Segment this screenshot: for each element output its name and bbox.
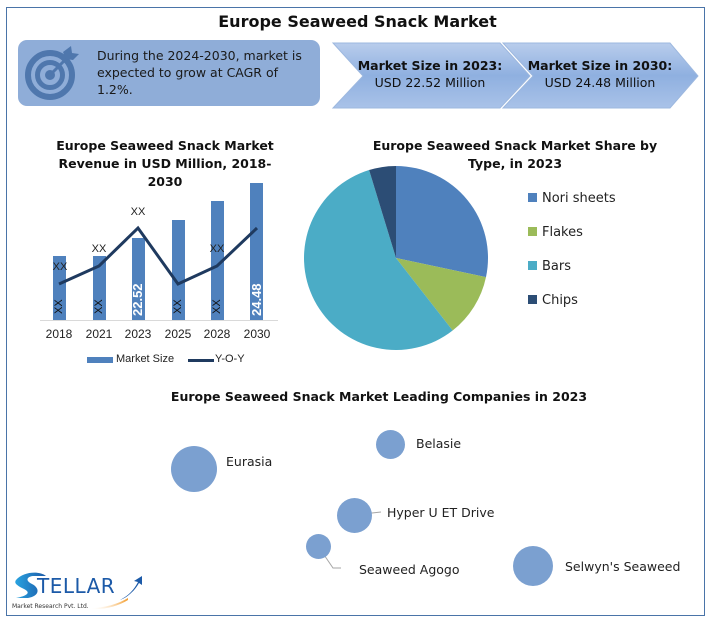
cagr-text: During the 2024-2030, market is expected… xyxy=(97,48,302,97)
bar-2023 xyxy=(132,238,145,320)
market-size-2023-value: USD 22.52 Million xyxy=(374,75,486,90)
company-label-selwyns-seaweed: Selwyn's Seaweed xyxy=(565,559,681,574)
logo-brand: TELLAR xyxy=(37,574,116,598)
legend-swatch-market-size xyxy=(87,357,113,363)
target-arrow-icon xyxy=(23,44,81,102)
page-title: Europe Seaweed Snack Market xyxy=(218,12,497,31)
legend-label-market-size: Market Size xyxy=(116,353,175,365)
bar-chart-title-line: Europe Seaweed Snack Market xyxy=(56,138,274,153)
x-tick-2025: 2025 xyxy=(164,327,192,341)
swatch-bars xyxy=(528,261,537,270)
infographic-frame xyxy=(6,7,705,616)
pie-slice-flakes xyxy=(396,258,486,331)
yoy-label-2023: XX xyxy=(130,206,146,218)
swatch-flakes xyxy=(528,227,537,236)
x-tick-2021: 2021 xyxy=(85,327,113,341)
legend-swatch-yoy xyxy=(188,359,214,362)
pie-legend-item-chips: Chips xyxy=(528,292,616,310)
market-size-chevrons xyxy=(331,42,699,109)
x-tick-2023: 2023 xyxy=(124,327,152,341)
swatch-chips xyxy=(528,295,537,304)
pie-slice-nori-sheets xyxy=(396,166,489,278)
bubble-eurasia xyxy=(171,446,217,492)
pie-legend: Nori sheets Flakes Bars Chips xyxy=(528,190,616,310)
company-label-belasie: Belasie xyxy=(416,436,462,451)
pie-slice-chips xyxy=(369,166,396,258)
bar-2018 xyxy=(53,256,66,320)
bubble-hyper-u-et-drive xyxy=(337,498,372,533)
bar-chart-title-line: 2030 xyxy=(147,174,183,189)
company-label-eurasia: Eurasia xyxy=(226,454,273,469)
pie-legend-label: Nori sheets xyxy=(542,191,616,206)
company-label-hyper-u-et-drive: Hyper U ET Drive xyxy=(387,505,495,520)
pie-chart-title-line: Europe Seaweed Snack Market Share by xyxy=(372,138,658,153)
bar-2030 xyxy=(250,183,263,320)
pie-chart-title: Europe Seaweed Snack Market Share by Typ… xyxy=(370,137,660,173)
pie-legend-label: Flakes xyxy=(542,225,583,240)
company-label-seaweed-agogo: Seaweed Agogo xyxy=(359,562,460,577)
yoy-label-2021: XX xyxy=(91,243,107,255)
x-tick-2018: 2018 xyxy=(45,327,73,341)
legend-label-yoy: Y-O-Y xyxy=(215,353,245,365)
type-share-pie-chart xyxy=(304,166,489,350)
x-tick-2028: 2028 xyxy=(203,327,231,341)
market-size-2023: Market Size in 2023: USD 22.52 Million xyxy=(350,57,510,91)
logo-tagline: Market Research Pvt. Ltd. xyxy=(12,603,89,610)
pie-legend-label: Chips xyxy=(542,293,578,308)
pie-legend-item-flakes: Flakes xyxy=(528,224,616,242)
stellar-logo: TELLAR Market Research Pvt. Ltd. xyxy=(10,568,150,614)
bubble-belasie xyxy=(376,430,405,459)
pie-legend-item-nori-sheets: Nori sheets xyxy=(528,190,616,208)
market-size-2023-label: Market Size in 2023: xyxy=(357,58,503,73)
bubble-seaweed-agogo xyxy=(306,534,331,559)
swatch-nori-sheets xyxy=(528,193,537,202)
revenue-bar-chart xyxy=(40,183,278,321)
bar-chart-title-line: Revenue in USD Million, 2018- xyxy=(58,156,272,171)
bar-2025 xyxy=(172,220,185,320)
yoy-label-2018: XX xyxy=(52,261,68,273)
yoy-label-2028: XX xyxy=(209,243,225,255)
bar-2021 xyxy=(93,256,106,320)
bar-chart-title: Europe Seaweed Snack Market Revenue in U… xyxy=(40,137,290,191)
market-size-2030-label: Market Size in 2030: xyxy=(527,58,673,73)
market-size-2030: Market Size in 2030: USD 24.48 Million xyxy=(520,57,680,91)
market-size-2030-value: USD 24.48 Million xyxy=(544,75,656,90)
pie-slice-bars xyxy=(304,170,453,350)
companies-title: Europe Seaweed Snack Market Leading Comp… xyxy=(170,389,588,404)
bar-2028 xyxy=(211,201,224,320)
pie-legend-item-bars: Bars xyxy=(528,258,616,276)
pie-chart-title-line: Type, in 2023 xyxy=(467,156,563,171)
yoy-line xyxy=(58,225,259,286)
x-tick-2030: 2030 xyxy=(243,327,271,341)
pie-legend-label: Bars xyxy=(542,259,572,274)
bubble-selwyns-seaweed xyxy=(513,546,553,586)
